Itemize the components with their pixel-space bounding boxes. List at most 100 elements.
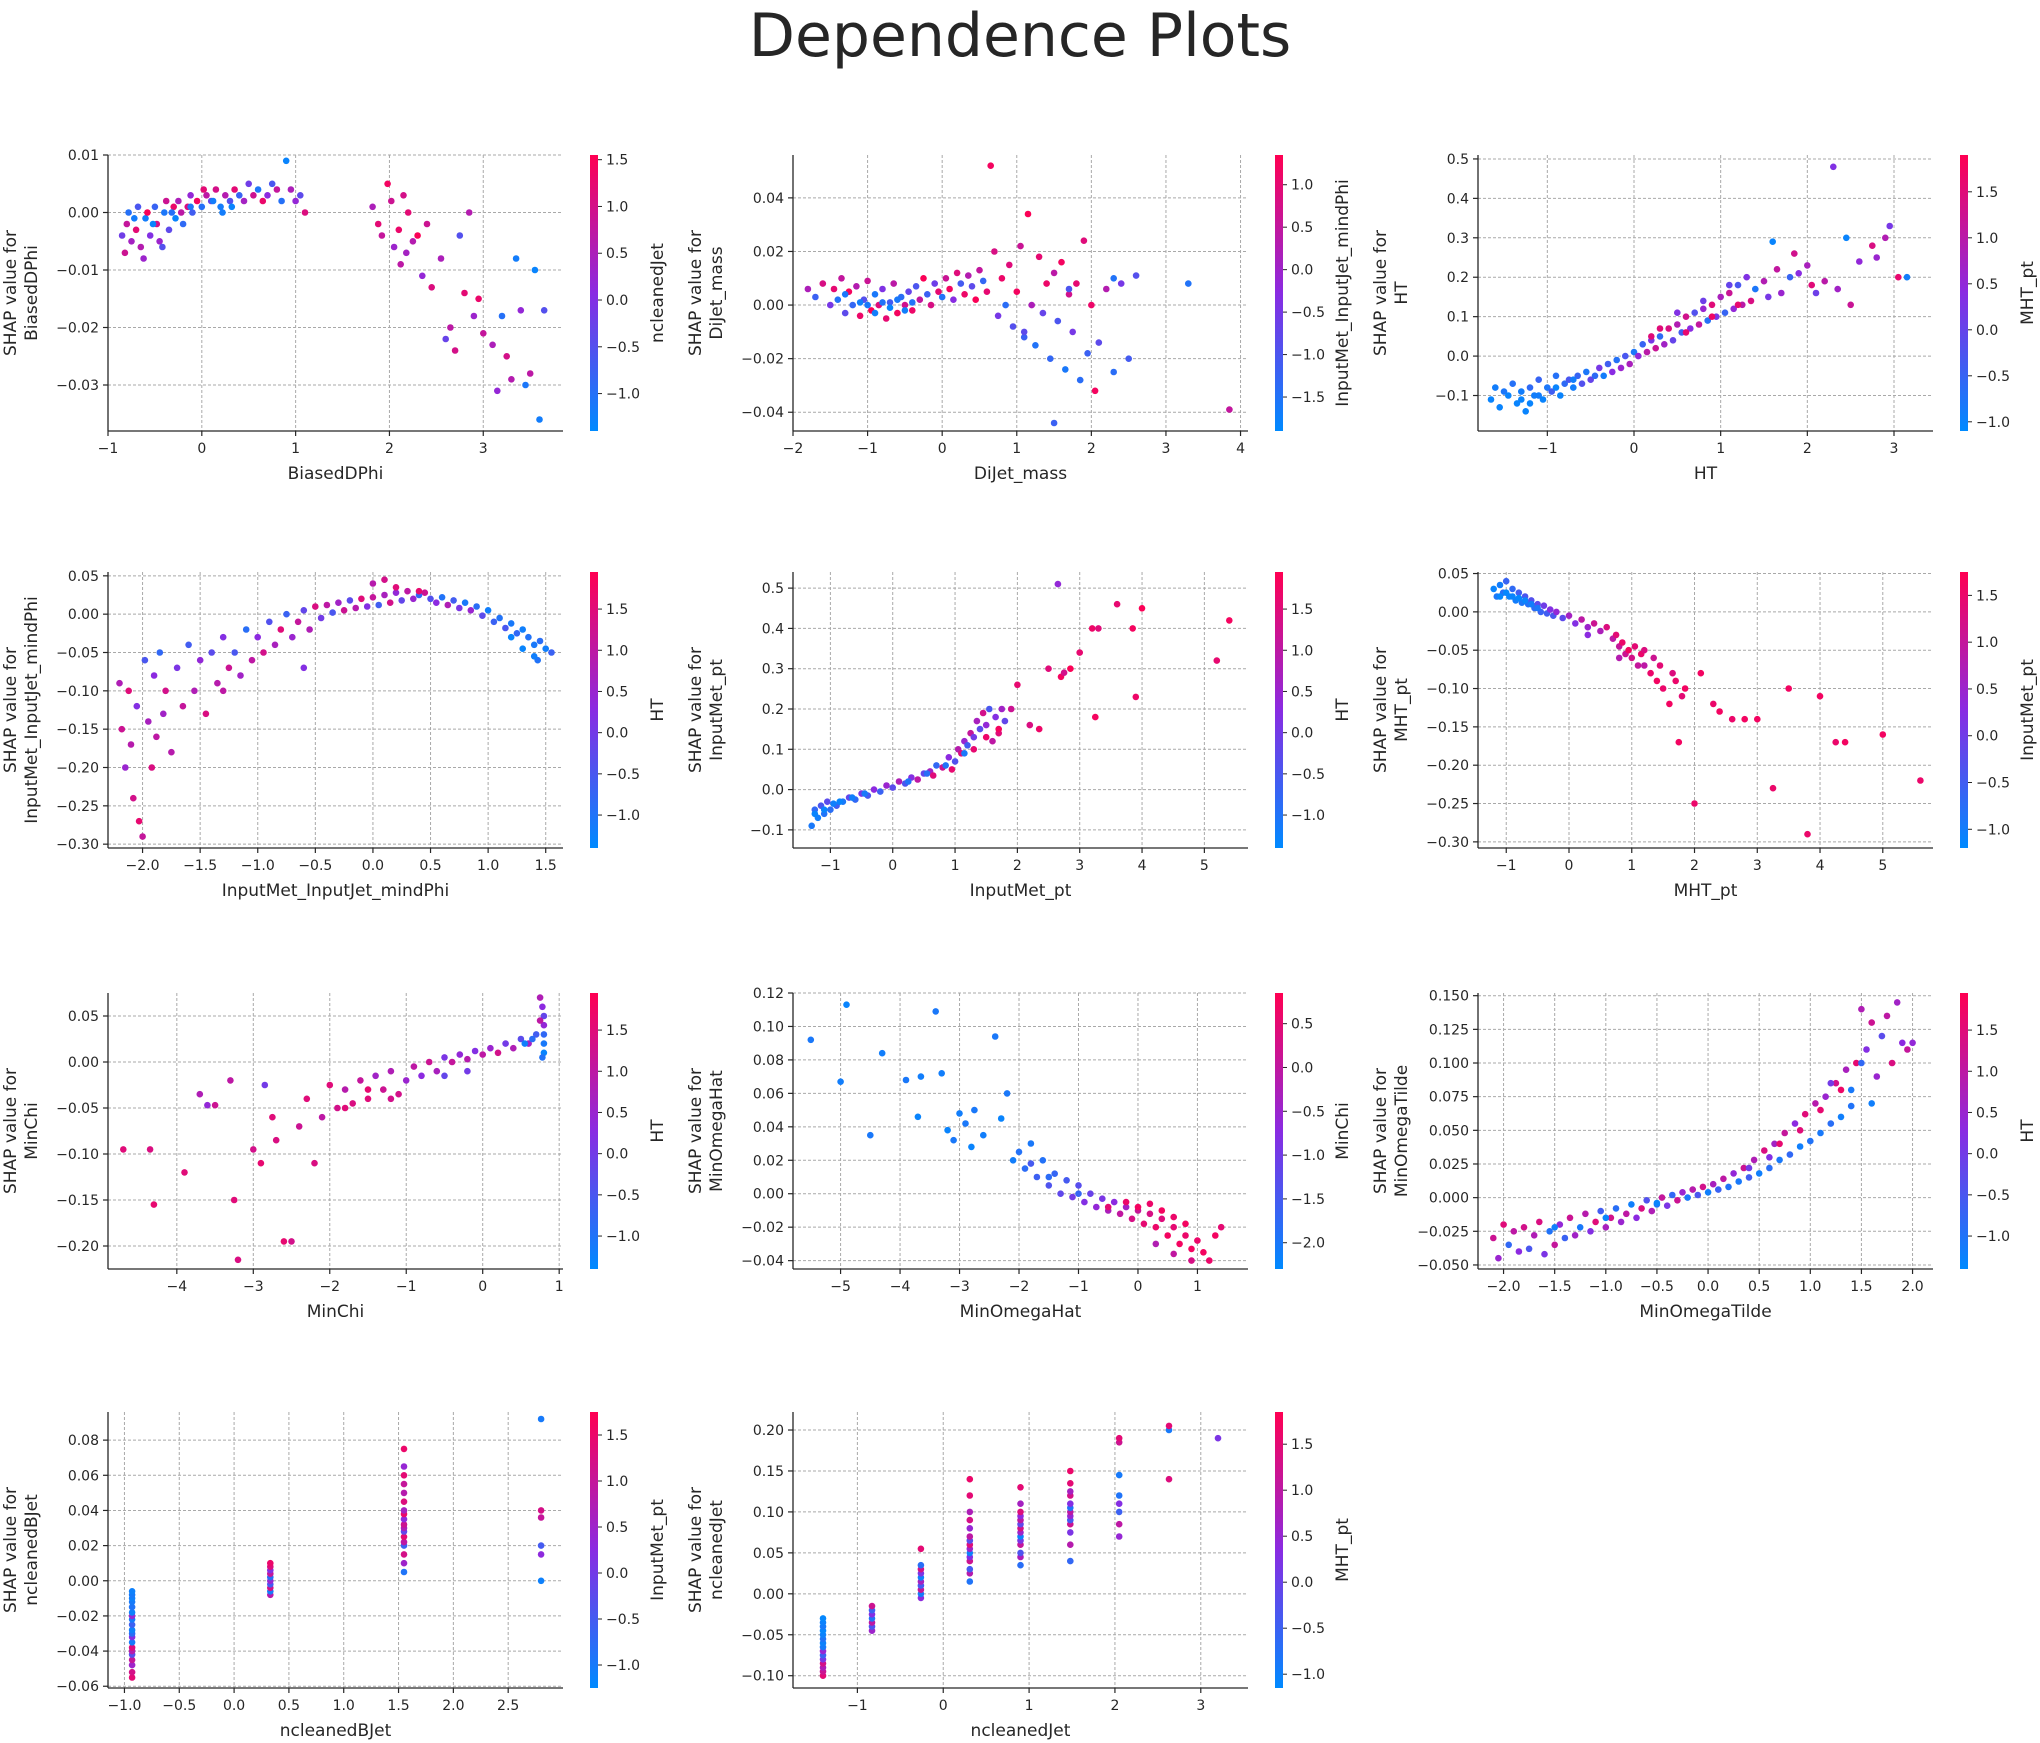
data-point bbox=[173, 664, 181, 672]
x-tick-label: 1 bbox=[555, 1279, 564, 1295]
data-point bbox=[1500, 1221, 1507, 1228]
data-point bbox=[856, 312, 864, 320]
data-point bbox=[1110, 368, 1117, 376]
data-point bbox=[381, 591, 388, 599]
data-point bbox=[1122, 1198, 1130, 1206]
data-point bbox=[148, 764, 156, 771]
x-tick-label: 4 bbox=[1138, 858, 1147, 874]
data-point bbox=[1001, 717, 1009, 725]
data-point bbox=[1039, 309, 1047, 317]
colorbar-tick-label: −1.0 bbox=[606, 387, 640, 403]
data-point bbox=[849, 301, 856, 309]
x-tick-label: 3 bbox=[1890, 441, 1899, 457]
data-point bbox=[1027, 1140, 1035, 1147]
data-point bbox=[1842, 1066, 1850, 1073]
y-axis-label-line: MHT_pt bbox=[1392, 678, 1412, 742]
data-point bbox=[1873, 254, 1880, 261]
data-point bbox=[1730, 305, 1737, 313]
y-tick-label: 0.05 bbox=[68, 569, 99, 585]
data-point bbox=[1778, 289, 1785, 297]
data-point bbox=[1666, 700, 1673, 708]
data-point bbox=[240, 197, 248, 205]
data-point bbox=[1609, 368, 1616, 376]
y-tick-label: −0.25 bbox=[56, 799, 99, 815]
x-tick-label: 0.5 bbox=[278, 1698, 300, 1714]
data-point bbox=[364, 1086, 372, 1093]
y-tick-label: −0.02 bbox=[56, 1609, 99, 1625]
data-point bbox=[209, 197, 217, 205]
colorbar-tick-label: 0.5 bbox=[606, 1520, 628, 1536]
data-point bbox=[970, 746, 978, 753]
data-point bbox=[961, 750, 968, 757]
y-tick-label: 0.000 bbox=[1429, 1191, 1469, 1207]
colorbar-tick-label: −1.0 bbox=[1976, 822, 2010, 838]
data-point bbox=[929, 772, 937, 779]
data-point bbox=[519, 626, 526, 633]
data-point bbox=[461, 289, 468, 297]
data-point bbox=[879, 299, 886, 306]
data-point bbox=[260, 649, 267, 656]
data-point bbox=[1125, 355, 1132, 363]
data-point bbox=[1099, 1195, 1106, 1202]
data-point bbox=[1039, 1157, 1047, 1164]
data-point bbox=[400, 1480, 408, 1488]
data-point bbox=[1146, 1210, 1154, 1218]
data-point bbox=[378, 232, 386, 239]
data-point bbox=[1635, 352, 1642, 360]
x-tick-label: 3 bbox=[1196, 1698, 1205, 1714]
data-point bbox=[1582, 1210, 1589, 1218]
data-point bbox=[867, 1131, 874, 1139]
colorbar-label: HT bbox=[648, 698, 668, 722]
data-point bbox=[1716, 708, 1723, 715]
y-tick-label: 0.15 bbox=[753, 1464, 784, 1480]
data-point bbox=[1600, 372, 1607, 380]
y-axis-label: SHAP value forMinChi bbox=[1, 1068, 42, 1194]
data-point bbox=[1051, 1170, 1058, 1177]
y-tick-label: 0.025 bbox=[1429, 1157, 1469, 1173]
data-point bbox=[208, 649, 215, 656]
data-point bbox=[498, 312, 506, 320]
data-point bbox=[1007, 705, 1015, 713]
colorbar-label: HT bbox=[1333, 698, 1353, 722]
y-tick-label: 0.06 bbox=[753, 1086, 784, 1102]
data-point bbox=[141, 656, 149, 664]
data-point bbox=[1752, 285, 1759, 293]
data-point bbox=[398, 597, 406, 604]
data-point bbox=[1659, 685, 1667, 692]
y-axis-label-line: SHAP value for bbox=[1, 1487, 21, 1613]
data-point bbox=[335, 599, 342, 606]
data-point bbox=[392, 589, 400, 596]
y-tick-label: 0.02 bbox=[753, 1153, 784, 1169]
data-point bbox=[1526, 400, 1534, 407]
data-point bbox=[250, 192, 257, 199]
data-point bbox=[513, 630, 521, 637]
data-point bbox=[1603, 623, 1610, 631]
data-point bbox=[951, 758, 959, 765]
y-tick-label: 0.100 bbox=[1429, 1056, 1469, 1072]
data-point bbox=[1691, 800, 1698, 807]
data-point bbox=[225, 664, 233, 672]
data-point bbox=[968, 1143, 975, 1151]
data-point bbox=[1075, 1190, 1082, 1197]
y-axis-label-line: InputMet_InputJet_mindPhi bbox=[22, 596, 42, 824]
data-point bbox=[932, 1008, 939, 1015]
data-point bbox=[982, 721, 990, 729]
data-point bbox=[451, 347, 459, 354]
colorbar-label: MinChi bbox=[1333, 1102, 1353, 1160]
data-point bbox=[548, 649, 555, 656]
y-axis-label-line: SHAP value for bbox=[686, 1068, 706, 1194]
data-point bbox=[1841, 738, 1849, 746]
data-point bbox=[1510, 1228, 1518, 1235]
data-point bbox=[966, 1475, 974, 1483]
colorbar-tick-label: 1.5 bbox=[1976, 588, 1998, 604]
data-point bbox=[1088, 301, 1095, 309]
data-point bbox=[820, 806, 828, 813]
data-point bbox=[1868, 1100, 1875, 1107]
y-axis-label-line: InputMet_pt bbox=[707, 659, 727, 761]
data-point bbox=[267, 1559, 274, 1567]
data-point bbox=[503, 353, 511, 360]
data-point bbox=[1152, 1223, 1160, 1231]
data-point bbox=[917, 1073, 925, 1080]
x-tick-label: 1 bbox=[1193, 1279, 1202, 1295]
data-point bbox=[864, 277, 871, 285]
